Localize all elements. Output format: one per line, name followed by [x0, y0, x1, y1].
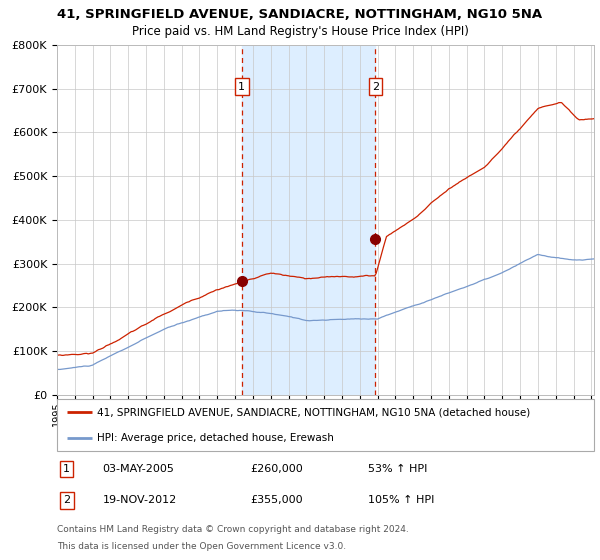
Text: Price paid vs. HM Land Registry's House Price Index (HPI): Price paid vs. HM Land Registry's House … [131, 25, 469, 38]
Text: HPI: Average price, detached house, Erewash: HPI: Average price, detached house, Erew… [97, 433, 334, 443]
Text: £355,000: £355,000 [250, 496, 303, 506]
Text: 2: 2 [63, 496, 70, 506]
Text: 03-MAY-2005: 03-MAY-2005 [103, 464, 175, 474]
Text: 1: 1 [238, 82, 245, 92]
Text: 2: 2 [372, 82, 379, 92]
Text: 41, SPRINGFIELD AVENUE, SANDIACRE, NOTTINGHAM, NG10 5NA: 41, SPRINGFIELD AVENUE, SANDIACRE, NOTTI… [58, 8, 542, 21]
Text: 53% ↑ HPI: 53% ↑ HPI [368, 464, 428, 474]
Text: 105% ↑ HPI: 105% ↑ HPI [368, 496, 435, 506]
Text: 19-NOV-2012: 19-NOV-2012 [103, 496, 177, 506]
Text: This data is licensed under the Open Government Licence v3.0.: This data is licensed under the Open Gov… [57, 542, 346, 551]
Text: 1: 1 [63, 464, 70, 474]
FancyBboxPatch shape [57, 399, 594, 451]
Bar [242, 45, 376, 395]
Text: 41, SPRINGFIELD AVENUE, SANDIACRE, NOTTINGHAM, NG10 5NA (detached house): 41, SPRINGFIELD AVENUE, SANDIACRE, NOTTI… [97, 407, 530, 417]
Text: £260,000: £260,000 [250, 464, 303, 474]
Text: Contains HM Land Registry data © Crown copyright and database right 2024.: Contains HM Land Registry data © Crown c… [57, 525, 409, 534]
